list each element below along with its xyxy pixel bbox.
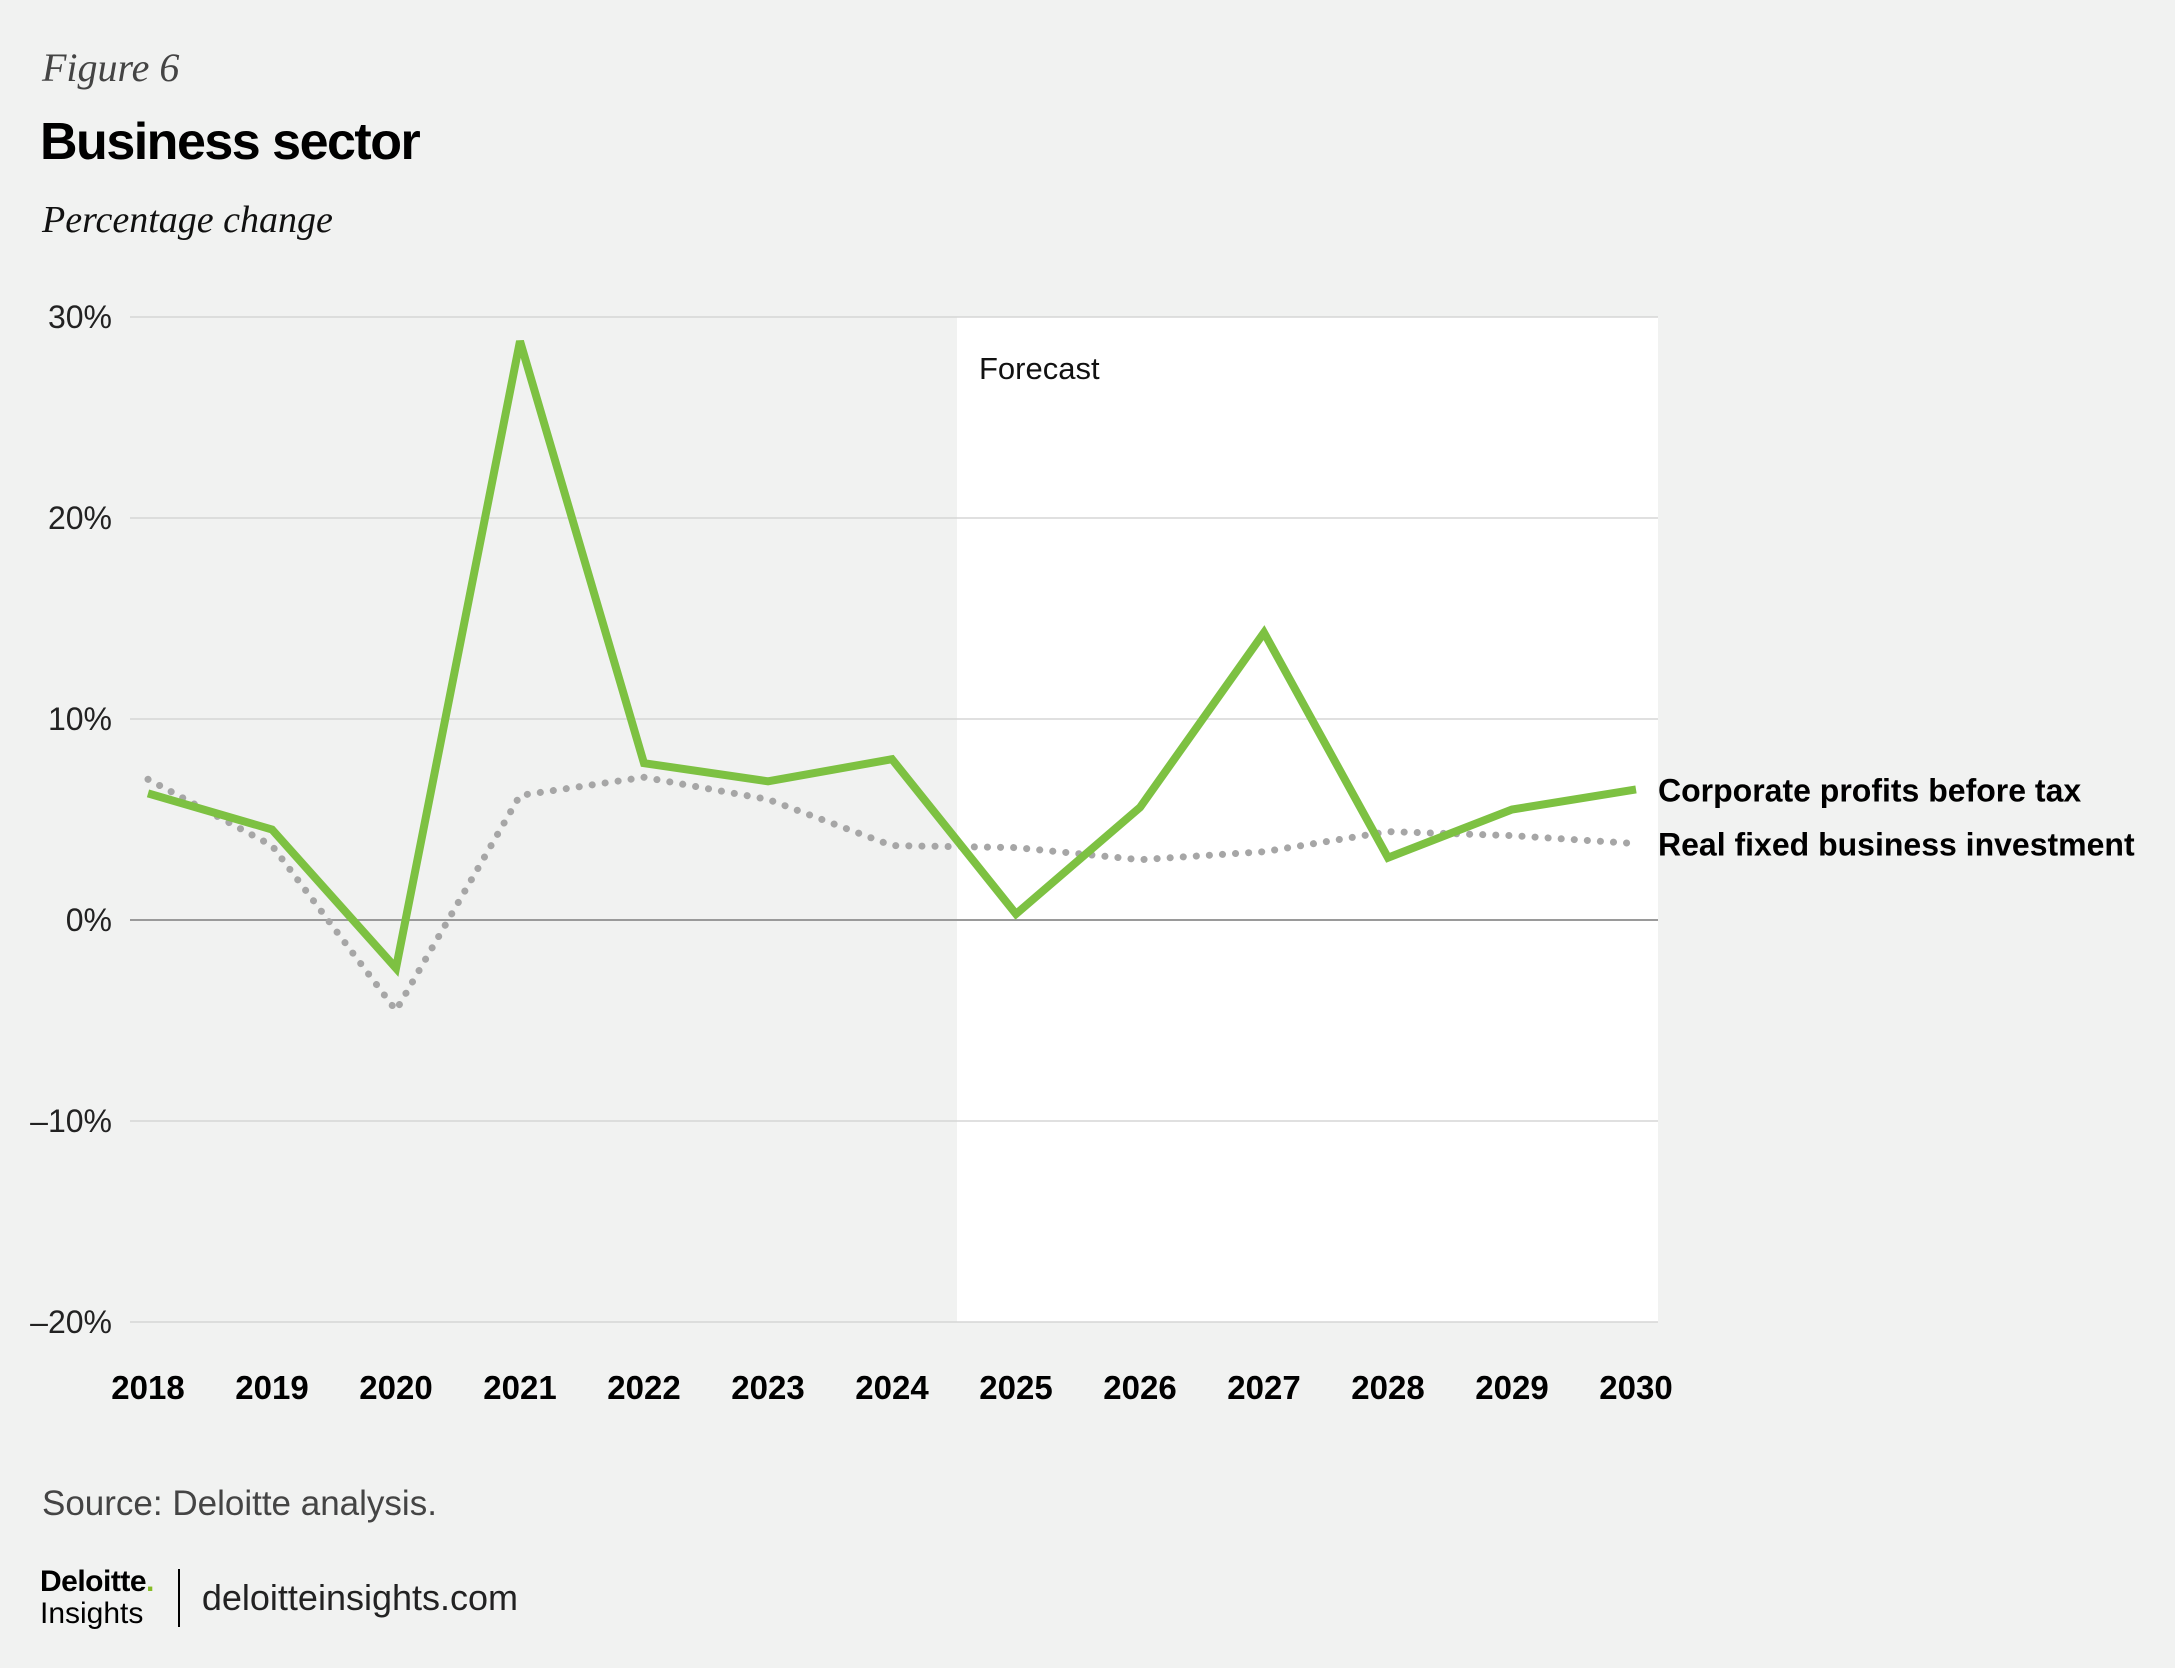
x-tick-label: 2022: [607, 1369, 680, 1406]
x-tick-label: 2027: [1227, 1369, 1300, 1406]
x-tick-label: 2024: [855, 1369, 929, 1406]
legend-profits: Corporate profits before tax: [1658, 772, 2081, 808]
legend-investment: Real fixed business investment: [1658, 827, 2135, 863]
y-tick-label: 10%: [48, 701, 112, 737]
x-tick-label: 2026: [1103, 1369, 1176, 1406]
x-tick-label: 2030: [1599, 1369, 1672, 1406]
profits-line: [146, 339, 1637, 977]
y-axis-ticks: 30% 20% 10% 0% –10% –20%: [30, 299, 112, 1340]
x-tick-label: 2019: [235, 1369, 308, 1406]
brand-divider: [177, 1569, 180, 1627]
line-chart: Forecast 30% 20% 10% 0% –10% –20% 2018 2019 202…: [30, 299, 2135, 1406]
x-tick-label: 2025: [979, 1369, 1052, 1406]
deloitte-insights-logo: Deloitte. Insights: [40, 1567, 154, 1629]
y-tick-label: 0%: [66, 902, 112, 938]
y-tick-label: –10%: [30, 1103, 112, 1139]
gridlines: [130, 316, 1658, 1323]
investment-line: [144, 773, 1640, 1014]
brand-url[interactable]: deloitteinsights.com: [201, 1577, 519, 1618]
chart-subtitle: Percentage change: [42, 199, 333, 241]
x-tick-label: 2021: [483, 1369, 556, 1406]
series-lines: [144, 339, 1640, 1014]
x-tick-label: 2018: [111, 1369, 184, 1406]
x-tick-label: 2023: [731, 1369, 804, 1406]
logo-word: Deloitte: [40, 1565, 147, 1598]
x-tick-label: 2029: [1475, 1369, 1548, 1406]
x-axis-ticks: 2018 2019 2020 2021 2022 2023 2024 2025 2026 2027…: [111, 1369, 1672, 1406]
source-note: Source: Deloitte analysis.: [42, 1484, 437, 1523]
brand-footer: Deloitte. Insights deloitteinsights.com: [40, 1566, 518, 1630]
y-tick-label: 20%: [48, 500, 112, 536]
x-tick-label: 2020: [359, 1369, 432, 1406]
forecast-region: [957, 317, 1658, 1322]
x-tick-label: 2028: [1351, 1369, 1424, 1406]
forecast-label: Forecast: [979, 351, 1100, 386]
y-tick-label: 30%: [48, 299, 112, 335]
logo-sub: Insights: [40, 1597, 144, 1630]
figure-label: Figure 6: [42, 45, 180, 90]
forecast-region-layer: Forecast: [957, 317, 1658, 1322]
logo-wordmark: Deloitte.: [40, 1567, 154, 1597]
y-tick-label: –20%: [30, 1304, 112, 1340]
chart-title: Business sector: [40, 113, 421, 171]
logo-dot: .: [146, 1565, 154, 1598]
legend-labels: Corporate profits before tax Real fixed b…: [1658, 772, 2135, 862]
